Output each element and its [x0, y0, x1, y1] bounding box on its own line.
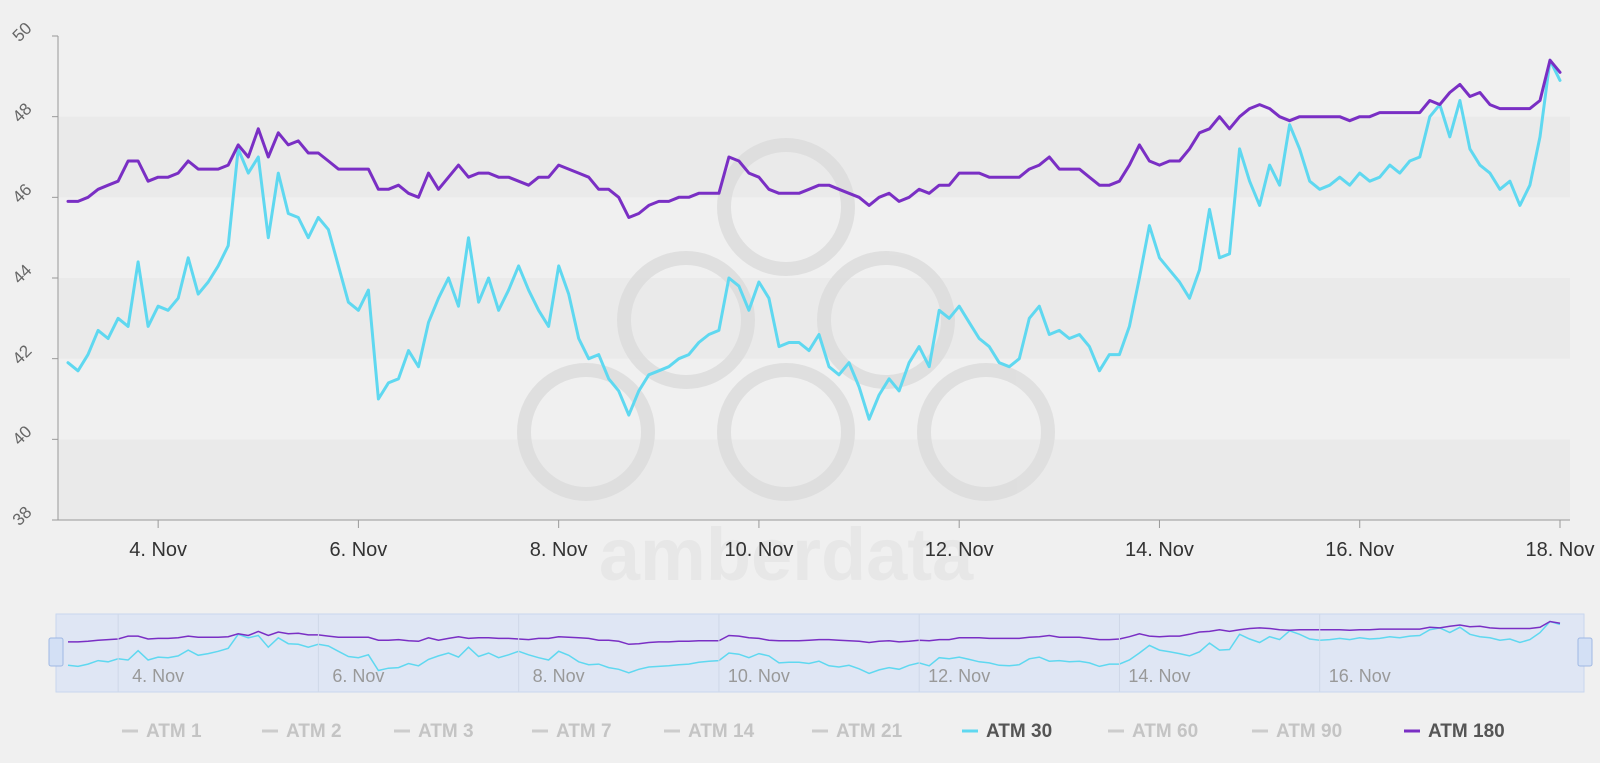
navigator-selection[interactable]	[55, 613, 1585, 693]
legend-item-atm-14[interactable]: ATM 14	[664, 721, 755, 742]
legend-label: ATM 60	[1132, 721, 1198, 742]
x-tick-label: 8. Nov	[530, 539, 588, 561]
legend: ATM 1 ATM 2 ATM 3 ATM 7 ATM 14 ATM 21 ATM 30 AT…	[122, 721, 1505, 742]
range-navigator[interactable]: 4. Nov 6. Nov 8. Nov 10. Nov 12. Nov 14. Nov 1…	[48, 613, 1593, 693]
watermark-text: amberdata	[599, 513, 974, 596]
legend-label: ATM 90	[1276, 721, 1342, 742]
legend-item-atm-2[interactable]: ATM 2	[262, 721, 342, 742]
y-axis-tick-labels: 38 40 42 44 46 48 50	[9, 19, 36, 530]
x-tick-label: 6. Nov	[329, 539, 387, 561]
navigator-line-atm-180	[68, 620, 1561, 646]
navigator-tick-label: 16. Nov	[1329, 666, 1391, 686]
legend-label: ATM 30	[986, 721, 1052, 742]
navigator-tick-label: 14. Nov	[1128, 666, 1190, 686]
grid-band	[58, 36, 1570, 117]
series-line-atm-30	[66, 58, 1562, 421]
legend-item-atm-60[interactable]: ATM 60	[1108, 721, 1198, 742]
watermark-ring	[717, 363, 855, 501]
series-line-atm-180	[66, 58, 1562, 219]
legend-label: ATM 1	[146, 721, 202, 742]
watermark-ring	[617, 251, 755, 389]
legend-item-atm-30[interactable]: ATM 30	[962, 721, 1052, 742]
y-tick-label: 46	[9, 180, 36, 207]
watermark-ring	[917, 363, 1055, 501]
legend-label: ATM 7	[556, 721, 612, 742]
axes	[52, 35, 1570, 528]
navigator-tick-label: 12. Nov	[928, 666, 990, 686]
y-tick-label: 48	[9, 99, 36, 126]
grid-band	[58, 278, 1570, 359]
y-tick-label: 44	[9, 261, 36, 288]
navigator-line-atm-30	[67, 620, 1561, 675]
series-lines	[66, 58, 1562, 421]
legend-label: ATM 3	[418, 721, 474, 742]
y-tick-label: 50	[9, 19, 36, 46]
navigator-tick-label: 10. Nov	[728, 666, 790, 686]
x-tick-label: 18. Nov	[1526, 539, 1595, 561]
plot-grid-bands	[58, 36, 1570, 520]
y-tick-label: 42	[9, 341, 36, 368]
navigator-right-handle[interactable]	[1577, 637, 1593, 667]
legend-label: ATM 2	[286, 721, 342, 742]
navigator-tick-label: 8. Nov	[533, 666, 585, 686]
legend-label: ATM 180	[1428, 721, 1505, 742]
y-tick-label: 38	[9, 503, 36, 530]
x-axis-tick-labels: 4. Nov 6. Nov 8. Nov 10. Nov 12. Nov 14. Nov 1…	[129, 539, 1594, 561]
legend-item-atm-90[interactable]: ATM 90	[1252, 721, 1342, 742]
navigator-tick-labels: 4. Nov 6. Nov 8. Nov 10. Nov 12. Nov 14. Nov 1…	[117, 614, 1391, 692]
amberdata-watermark-logo: amberdata	[517, 138, 1055, 596]
legend-label: ATM 14	[688, 721, 755, 742]
legend-item-atm-1[interactable]: ATM 1	[122, 721, 202, 742]
navigator-series-lines	[67, 620, 1561, 675]
navigator-tick-label: 6. Nov	[332, 666, 384, 686]
navigator-tick-label: 4. Nov	[132, 666, 184, 686]
legend-item-atm-21[interactable]: ATM 21	[812, 721, 903, 742]
legend-item-atm-3[interactable]: ATM 3	[394, 721, 474, 742]
x-tick-label: 12. Nov	[925, 539, 994, 561]
x-tick-label: 14. Nov	[1125, 539, 1194, 561]
y-tick-label: 40	[9, 422, 36, 449]
legend-label: ATM 21	[836, 721, 903, 742]
x-tick-label: 10. Nov	[724, 539, 793, 561]
legend-item-atm-7[interactable]: ATM 7	[532, 721, 612, 742]
legend-item-atm-180[interactable]: ATM 180	[1404, 721, 1505, 742]
navigator-left-handle[interactable]	[48, 637, 64, 667]
watermark-ring	[717, 138, 855, 276]
watermark-ring	[517, 363, 655, 501]
x-tick-label: 4. Nov	[129, 539, 187, 561]
x-tick-label: 16. Nov	[1325, 539, 1394, 561]
